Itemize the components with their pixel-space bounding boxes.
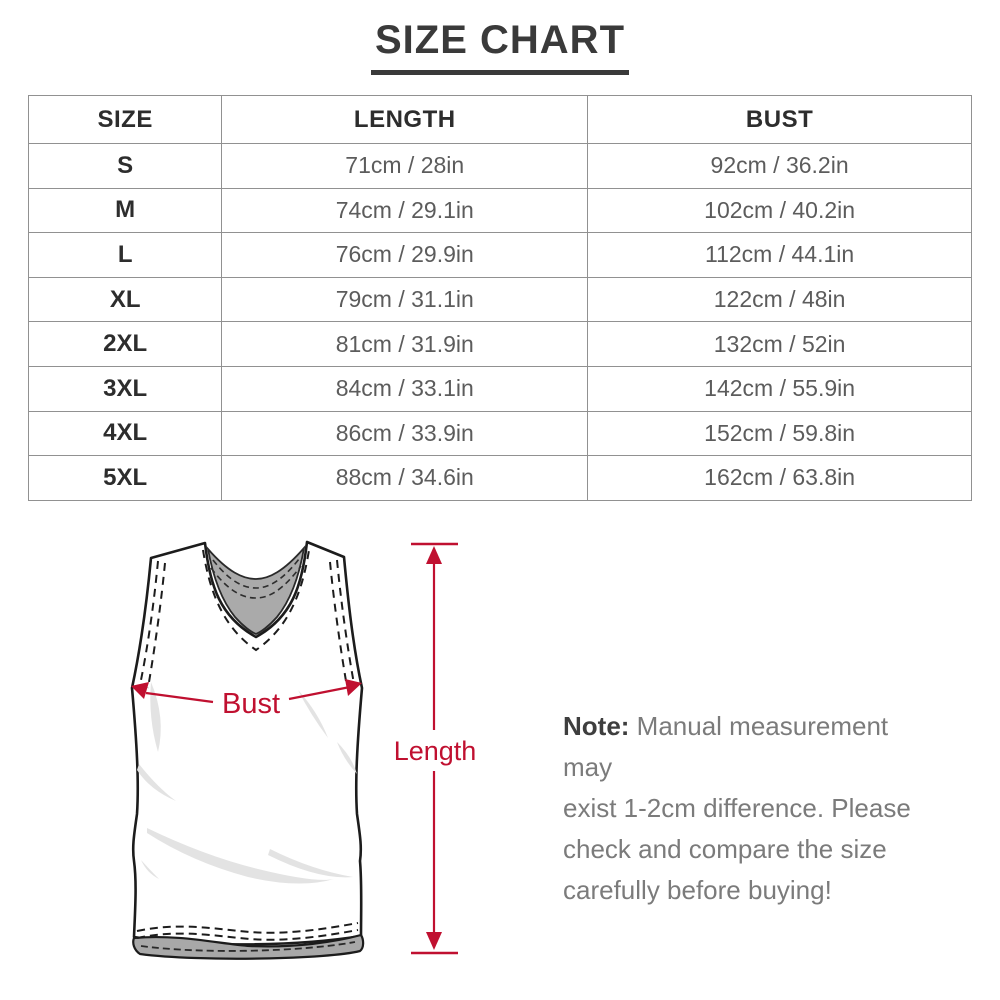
bust-value: 102cm / 40.2in	[587, 187, 972, 234]
length-arrow-down-icon	[426, 932, 442, 950]
table-row: XL 79cm / 31.1in 122cm / 48in	[27, 276, 972, 323]
table-row: S 71cm / 28in 92cm / 36.2in	[27, 143, 972, 189]
tank-top-outline	[130, 540, 364, 946]
note-line: Note: Manual measurement may	[563, 711, 889, 782]
size-label: 4XL	[27, 410, 223, 457]
bust-value: 112cm / 44.1in	[587, 232, 972, 278]
table-row: M 74cm / 29.1in 102cm / 40.2in	[27, 187, 972, 234]
bust-arrow-right-icon	[345, 679, 362, 696]
length-value: 74cm / 29.1in	[221, 187, 589, 234]
length-value: 84cm / 33.1in	[221, 365, 589, 412]
table-row: 5XL 88cm / 34.6in 162cm / 63.8in	[27, 455, 972, 501]
page-title: SIZE CHART	[371, 18, 629, 75]
bust-value: 132cm / 52in	[587, 321, 972, 367]
bust-measure	[131, 679, 362, 704]
bust-arrow-left-icon	[131, 682, 149, 699]
bust-value: 122cm / 48in	[587, 276, 972, 323]
size-label: S	[27, 143, 223, 189]
length-value: 79cm / 31.1in	[221, 276, 589, 323]
column-header-length: LENGTH	[221, 95, 589, 144]
bust-value: 152cm / 59.8in	[587, 410, 972, 457]
table-header-row: SIZE LENGTH BUST	[27, 95, 972, 144]
bust-value: 142cm / 55.9in	[587, 365, 972, 412]
seam-stitches	[139, 549, 355, 689]
neck-back-stitches	[210, 558, 302, 599]
size-label: M	[27, 187, 223, 234]
hem-band-stitch	[140, 941, 356, 952]
length-value: 86cm / 33.9in	[221, 410, 589, 457]
bust-value: 92cm / 36.2in	[587, 143, 972, 189]
length-value: 88cm / 34.6in	[221, 455, 589, 501]
measurement-note: Note: Manual measurement may exist 1-2cm…	[563, 706, 923, 911]
size-label: L	[27, 232, 223, 278]
table-row: 4XL 86cm / 33.9in 152cm / 59.8in	[27, 410, 972, 457]
note-line: exist 1-2cm difference. Please	[563, 793, 911, 823]
bust-label: Bust	[222, 688, 280, 720]
size-chart-table: SIZE LENGTH BUST S 71cm / 28in 92cm / 36…	[27, 95, 972, 501]
column-header-size: SIZE	[27, 95, 223, 144]
page-title-wrap: SIZE CHART	[0, 18, 1000, 75]
note-line: carefully before buying!	[563, 875, 832, 905]
neck-back-panel	[206, 544, 306, 635]
fabric-wrinkles	[137, 682, 357, 884]
size-label: 2XL	[27, 321, 223, 367]
length-value: 81cm / 31.9in	[221, 321, 589, 367]
table-row: 3XL 84cm / 33.1in 142cm / 55.9in	[27, 365, 972, 412]
length-label: Length	[394, 736, 477, 766]
table-row: L 76cm / 29.9in 112cm / 44.1in	[27, 232, 972, 278]
tank-top-diagram: Bust Length	[130, 540, 477, 960]
table-row: 2XL 81cm / 31.9in 132cm / 52in	[27, 321, 972, 367]
size-label: 5XL	[27, 455, 223, 501]
bust-value: 162cm / 63.8in	[587, 455, 972, 501]
note-label: Note:	[563, 711, 630, 741]
size-label: 3XL	[27, 365, 223, 412]
column-header-bust: BUST	[587, 95, 972, 144]
length-value: 71cm / 28in	[221, 143, 589, 189]
length-value: 76cm / 29.9in	[221, 232, 589, 278]
length-measure	[411, 542, 458, 955]
size-label: XL	[27, 276, 223, 323]
note-line: check and compare the size	[563, 834, 887, 864]
hem-band	[132, 933, 365, 960]
length-arrow-up-icon	[426, 546, 442, 564]
